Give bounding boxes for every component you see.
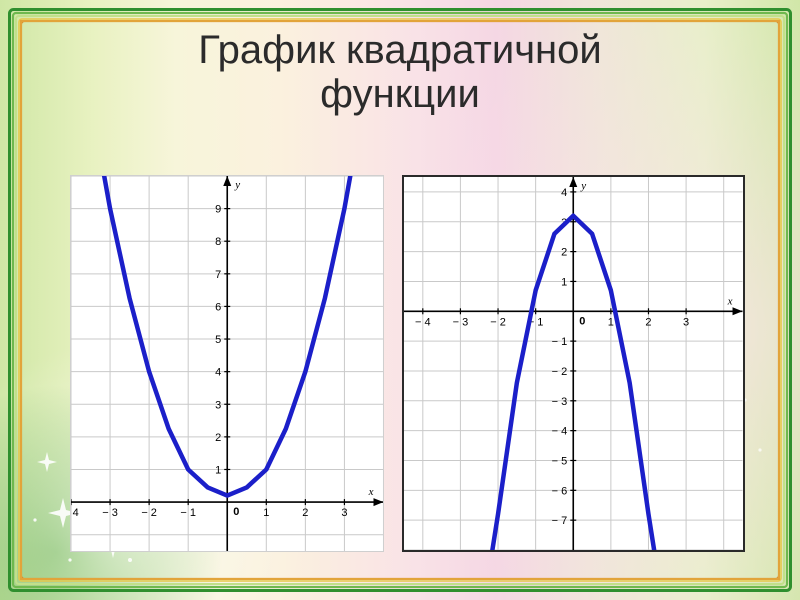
- title-line-2: функции: [320, 72, 480, 116]
- svg-text:− 6: − 6: [552, 485, 568, 497]
- svg-text:− 2: − 2: [491, 316, 507, 328]
- svg-text:4: 4: [215, 367, 221, 379]
- svg-text:− 2: − 2: [552, 366, 568, 378]
- svg-text:2: 2: [215, 432, 221, 444]
- svg-text:x: x: [368, 486, 374, 498]
- svg-text:1: 1: [608, 316, 614, 328]
- svg-text:3: 3: [341, 507, 347, 519]
- svg-text:− 1: − 1: [552, 336, 568, 348]
- svg-text:6: 6: [215, 301, 221, 313]
- svg-text:0: 0: [233, 506, 239, 518]
- svg-text:4: 4: [562, 187, 568, 199]
- svg-text:− 3: − 3: [552, 396, 568, 408]
- svg-text:1: 1: [562, 276, 568, 288]
- svg-text:− 5: − 5: [552, 455, 568, 467]
- svg-text:− 2: − 2: [141, 507, 157, 519]
- svg-text:1: 1: [215, 464, 221, 476]
- svg-text:− 1: − 1: [180, 507, 196, 519]
- svg-text:0: 0: [580, 315, 586, 327]
- svg-text:x: x: [727, 295, 733, 307]
- charts-row: − 4 − 3 − 2 − 1 1 2 3 1 2 3 4 5 6 7 8 9 0 x y − 4 − 3 − 2 − 1…: [70, 175, 745, 552]
- chart-parabola-down: − 4− 3− 2− 1123− 7− 6− 5− 4− 3− 2− 11234…: [402, 175, 745, 552]
- svg-text:3: 3: [684, 316, 690, 328]
- chart-parabola-up: − 4 − 3 − 2 − 1 1 2 3 1 2 3 4 5 6 7 8 9 0 x y: [70, 175, 384, 552]
- title-line-1: График квадратичной: [198, 28, 601, 72]
- svg-text:3: 3: [215, 399, 221, 411]
- chart-left-svg: − 4 − 3 − 2 − 1 1 2 3 1 2 3 4 5 6 7 8 9 0 x y: [71, 176, 383, 551]
- svg-text:− 7: − 7: [552, 515, 568, 527]
- svg-text:y: y: [234, 179, 240, 191]
- svg-text:8: 8: [215, 236, 221, 248]
- svg-text:2: 2: [646, 316, 652, 328]
- svg-text:1: 1: [263, 507, 269, 519]
- slide-title: График квадратичной функции: [0, 28, 800, 116]
- svg-text:5: 5: [215, 334, 221, 346]
- slide-content: График квадратичной функции − 4 − 3 − 2 − 1…: [0, 0, 800, 600]
- chart-right-svg: − 4− 3− 2− 1123− 7− 6− 5− 4− 3− 2− 11234…: [404, 177, 743, 550]
- svg-text:− 3: − 3: [102, 507, 118, 519]
- svg-text:2: 2: [562, 247, 568, 259]
- svg-text:− 4: − 4: [415, 316, 431, 328]
- svg-text:9: 9: [215, 204, 221, 216]
- slide-root: График квадратичной функции − 4 − 3 − 2 − 1…: [0, 0, 800, 600]
- svg-text:7: 7: [215, 269, 221, 281]
- svg-text:2: 2: [302, 507, 308, 519]
- svg-text:y: y: [581, 180, 587, 192]
- svg-text:− 4: − 4: [71, 507, 79, 519]
- svg-text:− 3: − 3: [453, 316, 469, 328]
- svg-text:− 4: − 4: [552, 426, 568, 438]
